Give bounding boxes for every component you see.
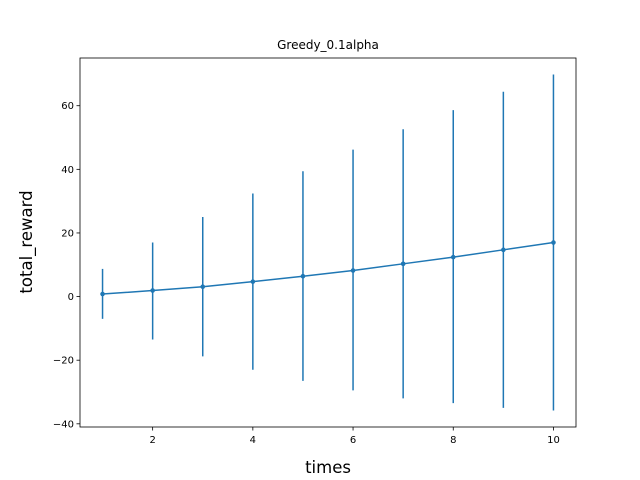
data-point	[300, 273, 306, 279]
y-tick-label: −40	[53, 419, 74, 430]
x-axis-label: times	[305, 458, 351, 477]
data-point	[400, 261, 406, 267]
data-point	[250, 279, 256, 284]
data-point	[450, 254, 456, 260]
series-line	[102, 241, 554, 295]
data-point	[350, 268, 356, 273]
x-tick-label: 6	[350, 435, 356, 446]
y-tick-label: 60	[61, 101, 74, 112]
data-point	[501, 247, 506, 253]
y-axis-label: total_reward	[17, 190, 37, 293]
chart-title: Greedy_0.1alpha	[277, 38, 379, 52]
data-point	[100, 291, 105, 297]
data-point	[200, 284, 206, 290]
axis-ticks: 2 4 6 8 10 −40 −20 0 20 40 60	[53, 101, 560, 446]
axes-frame	[79, 57, 577, 428]
y-tick-label: 40	[61, 165, 74, 176]
y-tick-label: 20	[61, 228, 74, 239]
data-point	[551, 240, 556, 245]
y-tick-label: 0	[68, 292, 74, 303]
data-point	[150, 288, 155, 293]
x-tick-label: 2	[149, 435, 155, 446]
x-tick-label: 4	[250, 435, 256, 446]
y-tick-label: −20	[53, 356, 74, 367]
x-tick-label: 8	[450, 435, 456, 446]
x-tick-label: 10	[547, 435, 560, 446]
plot-area	[100, 74, 556, 411]
